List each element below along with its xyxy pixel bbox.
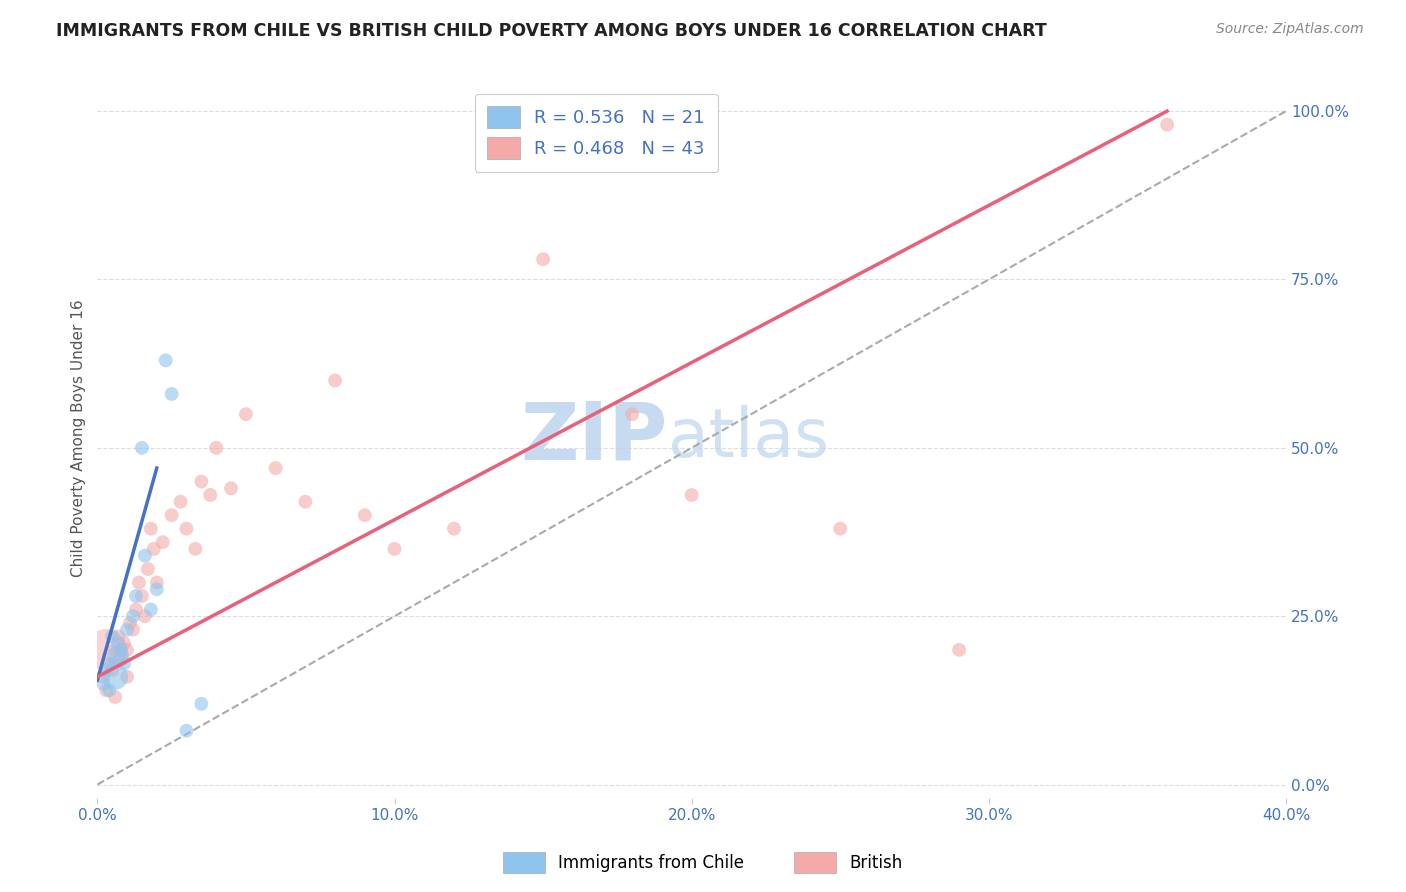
Point	[101, 629, 124, 643]
Point	[443, 522, 465, 536]
Point	[107, 649, 129, 664]
Point	[110, 649, 132, 664]
Point	[91, 676, 114, 690]
Point	[190, 697, 212, 711]
Point	[134, 549, 156, 563]
Point	[139, 602, 162, 616]
Point	[169, 494, 191, 508]
Point	[235, 407, 257, 421]
Point	[176, 522, 198, 536]
Point	[115, 670, 138, 684]
Point	[323, 374, 346, 388]
Point	[621, 407, 644, 421]
Point	[112, 657, 135, 671]
Point	[146, 575, 169, 590]
Point	[104, 690, 127, 704]
Point	[122, 623, 145, 637]
Point	[200, 488, 222, 502]
Text: IMMIGRANTS FROM CHILE VS BRITISH CHILD POVERTY AMONG BOYS UNDER 16 CORRELATION C: IMMIGRANTS FROM CHILE VS BRITISH CHILD P…	[56, 22, 1047, 40]
Point	[107, 636, 129, 650]
Point	[96, 683, 118, 698]
Point	[160, 508, 183, 523]
Point	[830, 522, 852, 536]
Point	[219, 481, 242, 495]
Point	[1156, 118, 1178, 132]
Point	[264, 461, 287, 475]
Legend: R = 0.536   N = 21, R = 0.468   N = 43: R = 0.536 N = 21, R = 0.468 N = 43	[475, 94, 717, 172]
Point	[384, 541, 406, 556]
Point	[134, 609, 156, 624]
Point	[101, 657, 124, 671]
Point	[136, 562, 159, 576]
Point	[353, 508, 375, 523]
Point	[91, 670, 114, 684]
Point	[146, 582, 169, 597]
Y-axis label: Child Poverty Among Boys Under 16: Child Poverty Among Boys Under 16	[72, 299, 86, 576]
Point	[531, 252, 554, 267]
Legend: Immigrants from Chile, British: Immigrants from Chile, British	[496, 846, 910, 880]
Point	[131, 441, 153, 455]
Point	[155, 353, 177, 368]
Point	[128, 575, 150, 590]
Point	[104, 643, 127, 657]
Point	[139, 522, 162, 536]
Point	[131, 589, 153, 603]
Text: Source: ZipAtlas.com: Source: ZipAtlas.com	[1216, 22, 1364, 37]
Point	[104, 670, 127, 684]
Point	[107, 629, 129, 643]
Point	[98, 657, 121, 671]
Point	[112, 636, 135, 650]
Point	[160, 387, 183, 401]
Point	[101, 663, 124, 677]
Point	[125, 589, 148, 603]
Point	[184, 541, 207, 556]
Point	[142, 541, 165, 556]
Point	[190, 475, 212, 489]
Point	[118, 615, 141, 630]
Point	[176, 723, 198, 738]
Point	[115, 643, 138, 657]
Point	[205, 441, 228, 455]
Point	[681, 488, 703, 502]
Point	[294, 494, 316, 508]
Point	[948, 643, 970, 657]
Point	[122, 609, 145, 624]
Point	[96, 663, 118, 677]
Point	[125, 602, 148, 616]
Point	[96, 643, 118, 657]
Text: ZIP: ZIP	[520, 399, 668, 476]
Point	[98, 683, 121, 698]
Point	[110, 643, 132, 657]
Text: atlas: atlas	[668, 405, 828, 471]
Point	[152, 535, 174, 549]
Point	[115, 623, 138, 637]
